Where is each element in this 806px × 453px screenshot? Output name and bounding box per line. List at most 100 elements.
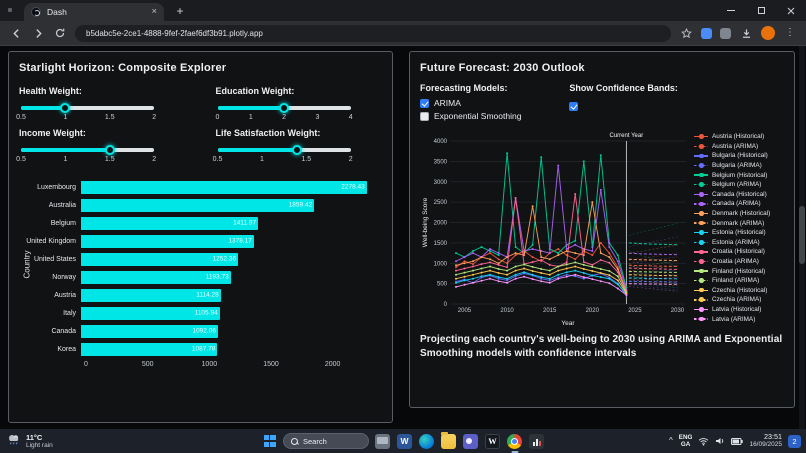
legend-item[interactable]: Belgium (ARIMA) [694,180,784,190]
slider-mark[interactable]: 1.5 [301,156,312,163]
new-tab-button[interactable]: + [176,4,184,18]
slider-mark[interactable]: 3 [315,114,320,121]
start-button[interactable] [261,433,278,450]
legend-swatch-icon [694,210,708,217]
slider-mark[interactable]: 1.5 [104,156,115,163]
back-button[interactable] [9,26,23,40]
window-maximize-button[interactable] [746,0,776,21]
legend-item[interactable]: Denmark (Historical) [694,209,784,219]
slider-mark[interactable]: 2 [348,156,353,163]
legend-item[interactable]: Czechia (ARIMA) [694,295,784,305]
browser-tab-dash[interactable]: Dash × [24,3,164,21]
legend-item[interactable]: Finland (ARIMA) [694,276,784,286]
legend-item[interactable]: Czechia (Historical) [694,286,784,296]
slider-handle[interactable] [279,103,290,113]
legend-item[interactable]: Estonia (Historical) [694,228,784,238]
bar[interactable]: 1859.42 [81,198,315,212]
legend-item[interactable]: Denmark (ARIMA) [694,218,784,228]
slider-mark[interactable]: 0 [215,114,220,121]
model-option[interactable]: ARIMA [420,98,521,108]
profile-avatar[interactable] [761,26,775,40]
weather-widget[interactable]: 11°C Light rain [0,432,53,450]
bar[interactable]: 1114.28 [81,288,221,302]
slider-mark[interactable]: 0.5 [212,156,223,163]
taskbar-app-folder[interactable] [440,431,457,450]
volume-icon[interactable] [715,436,725,446]
slider[interactable]: 0.5 1 1.5 2 [213,145,353,163]
slider-handle[interactable] [104,145,115,155]
slider-mark[interactable]: 1 [63,156,68,163]
bar[interactable]: 1378.17 [81,234,254,248]
confidence-checkbox[interactable] [569,102,579,111]
window-close-button[interactable] [776,0,806,21]
slider-mark[interactable]: 2 [282,114,287,121]
legend-item[interactable]: Estonia (ARIMA) [694,238,784,248]
slider[interactable]: 0.5 1 1.5 2 [16,145,156,163]
slider-mark[interactable]: 4 [348,114,353,121]
legend-item[interactable]: Latvia (Historical) [694,305,784,315]
tab-close-icon[interactable]: × [151,6,157,17]
wifi-icon[interactable] [698,437,709,446]
legend-item[interactable]: Austria (Historical) [694,132,784,142]
tray-chevron-icon[interactable]: ^ [669,436,673,445]
taskbar-app-wikipedia[interactable]: W [484,433,501,450]
legend-item[interactable]: Bulgaria (Historical) [694,151,784,161]
window-minimize-button[interactable] [716,0,746,21]
slider-mark[interactable]: 1 [248,114,253,121]
legend-item[interactable]: Belgium (Historical) [694,170,784,180]
bar[interactable]: 1087.78 [81,342,218,356]
legend-item[interactable]: Finland (Historical) [694,266,784,276]
model-checkbox[interactable] [420,98,429,108]
language-indicator[interactable]: ENG GA [679,434,693,448]
taskbar-app-word[interactable]: W [396,433,413,450]
slider-mark[interactable]: 1 [259,156,264,163]
slider-mark[interactable]: 2 [152,156,157,163]
bar[interactable]: 1105.94 [81,306,220,320]
taskbar-app-edge[interactable] [418,433,435,450]
legend-item[interactable]: Croatia (Historical) [694,247,784,257]
download-icon[interactable] [739,26,753,40]
forward-button[interactable] [31,26,45,40]
bar[interactable]: 1252.36 [81,252,239,266]
clock[interactable]: 23:51 16/09/2025 [749,433,782,449]
bar[interactable]: 1411.97 [81,216,259,230]
refresh-button[interactable] [53,26,67,40]
battery-icon[interactable] [731,437,744,445]
clock-date: 16/09/2025 [749,441,782,448]
bar[interactable]: 1092.06 [81,324,218,338]
bar[interactable]: 2278.43 [81,180,367,194]
tab-search-icon[interactable] [8,8,12,12]
slider-handle[interactable] [60,103,71,113]
taskbar-search[interactable]: Search [283,433,369,449]
bookmark-star-icon[interactable] [679,26,693,40]
taskbar-app-chrome[interactable] [506,433,523,453]
legend-item[interactable]: Croatia (ARIMA) [694,257,784,267]
slider-mark[interactable]: 1.5 [104,114,115,121]
legend-item[interactable]: Austria (ARIMA) [694,142,784,152]
bar[interactable]: 1193.73 [81,270,231,284]
address-bar[interactable]: b5dabc5e-2ce1-4888-9fef-2faef6df3b91.plo… [75,24,671,42]
extensions-puzzle-icon[interactable] [720,27,731,39]
scrollbar-thumb[interactable] [799,206,805,264]
taskbar-app-stats[interactable] [528,433,545,450]
slider-mark[interactable]: 0.5 [16,156,26,163]
taskbar-app-teams[interactable] [462,433,479,450]
slider-handle[interactable] [292,145,303,155]
legend-item[interactable]: Canada (Historical) [694,190,784,200]
slider-mark[interactable]: 2 [152,114,157,121]
legend-item[interactable]: Bulgaria (ARIMA) [694,161,784,171]
slider-mark[interactable]: 0.5 [16,114,26,121]
notification-badge[interactable]: 2 [788,434,801,448]
slider-mark[interactable]: 1 [63,114,68,121]
browser-menu-icon[interactable]: ⋮ [785,27,795,38]
slider[interactable]: 0.5 1 1.5 2 [16,103,156,121]
legend-item[interactable]: Canada (ARIMA) [694,199,784,209]
taskbar-app-monitor[interactable] [374,433,391,450]
slider[interactable]: 0 1 2 3 4 [216,103,353,121]
extension-icon[interactable] [701,27,712,39]
model-option[interactable]: Exponential Smoothing [420,111,521,121]
legend-item[interactable]: Latvia (ARIMA) [694,314,784,324]
forecast-line-chart[interactable]: 0 500 1000 1500 2000 2500 3000 3500 4000 2005 2010… [420,128,692,328]
model-checkbox[interactable] [420,111,429,121]
page-scrollbar[interactable] [799,46,805,429]
